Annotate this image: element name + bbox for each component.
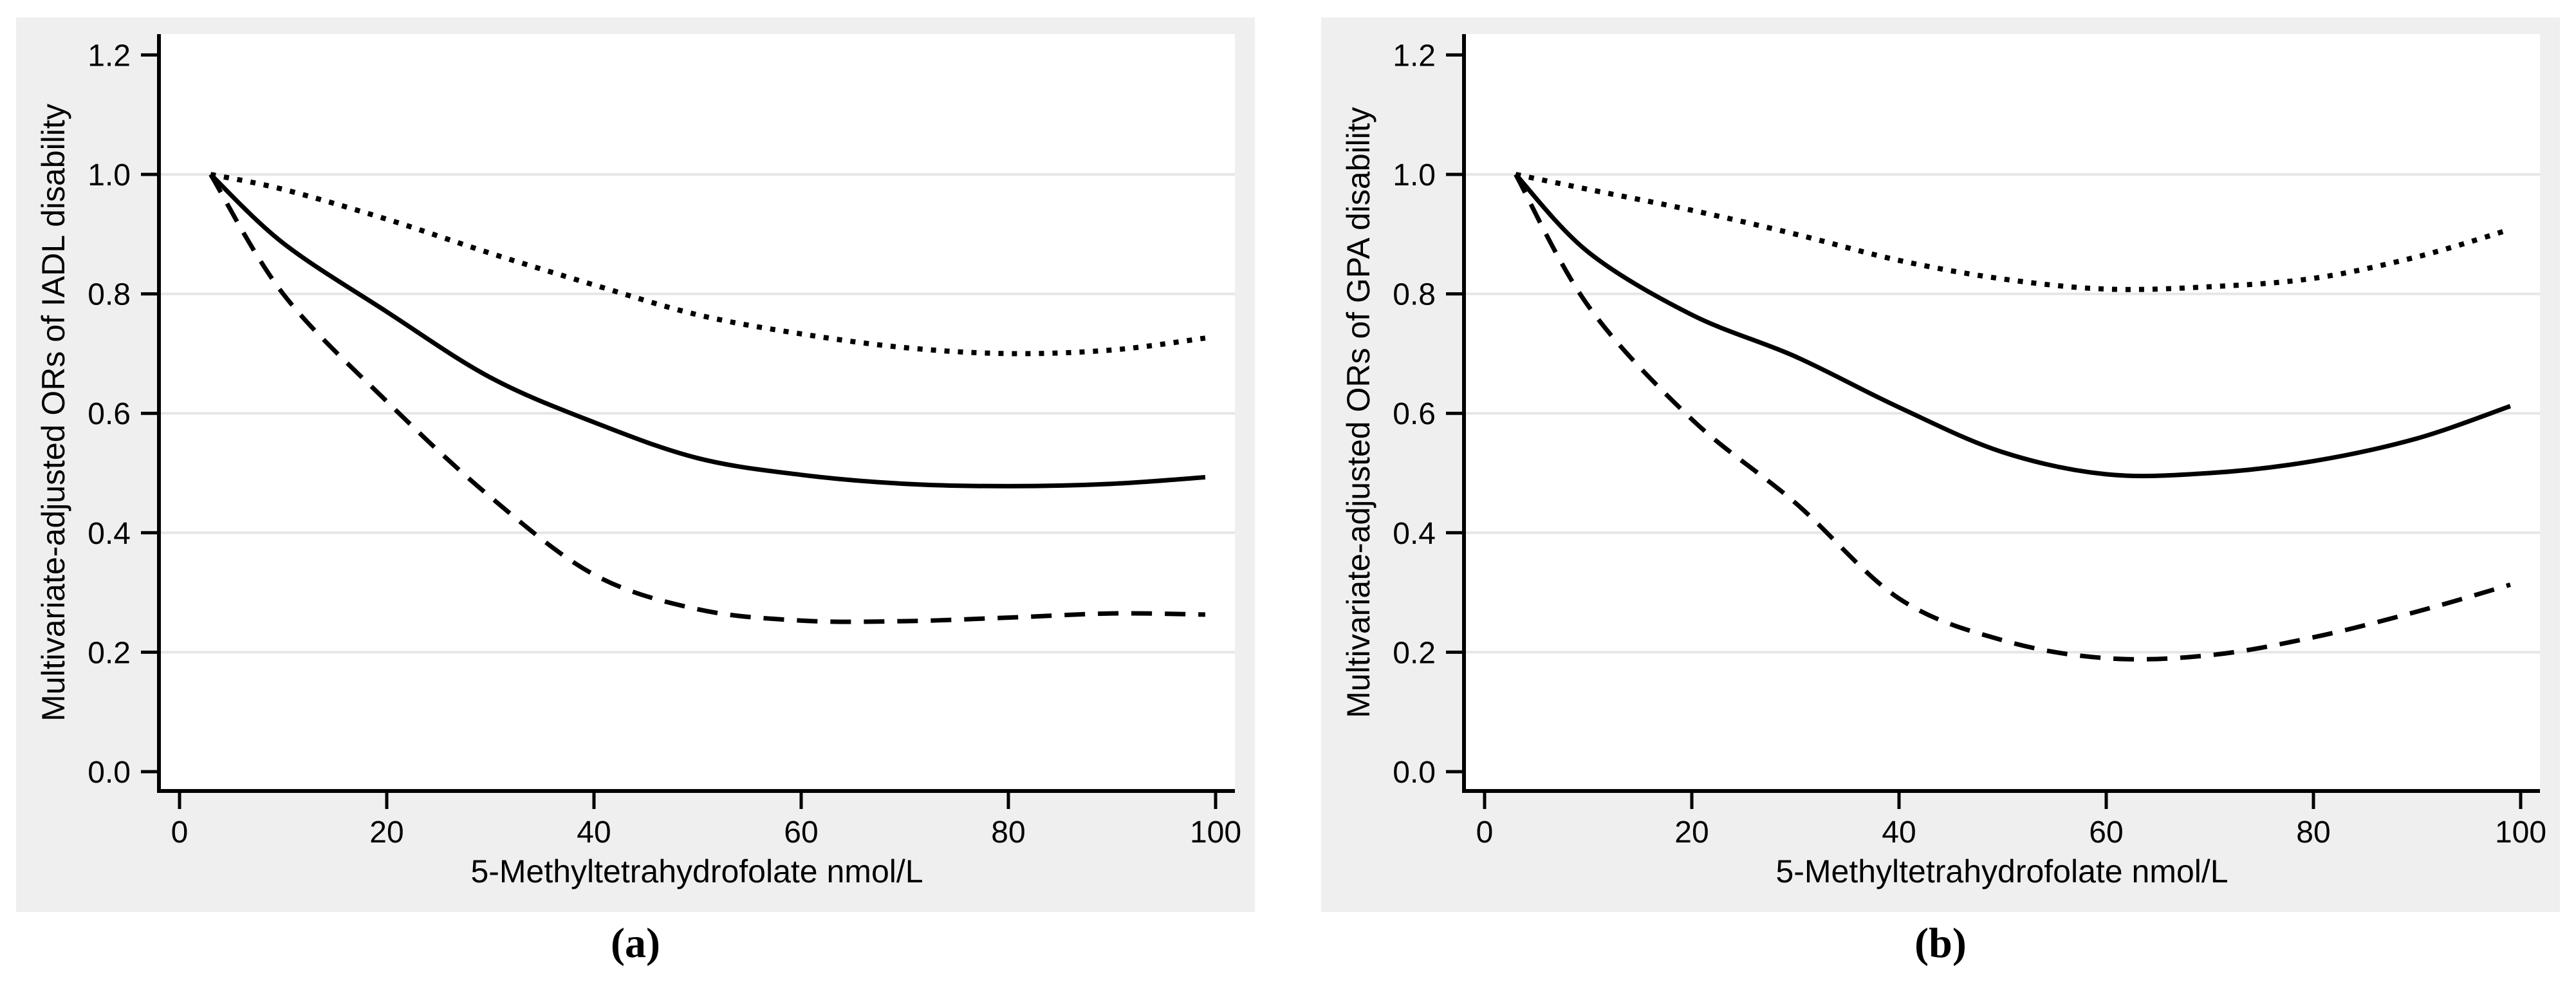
y-axis-title-a: Multivariate-adjusted ORs of IADL disabi… [35,104,71,721]
y-tick-label: 0.2 [88,636,131,670]
x-tick-label: 20 [369,815,403,850]
chart-a-canvas: 0.0 0.2 0.4 0.6 0.8 1.0 1.2 0 20 40 60 80 100 [16,17,1255,912]
y-tick-label: 0.2 [1393,636,1436,670]
x-tick-label: 80 [991,815,1025,850]
y-tick-label: 0.0 [88,756,131,790]
x-tick-label: 60 [784,815,818,850]
y-tick-label: 1.2 [1393,39,1436,73]
x-axis-title-b: 5-Methyltetrahydrofolate nmol/L [1775,853,2229,889]
curve-dashed [1514,173,2511,662]
y-tick-label: 1.0 [88,158,131,192]
x-tick-label: 0 [171,815,189,850]
y-tick-label: 1.2 [88,39,131,73]
x-tick-label: 100 [1190,815,1241,850]
y-tick-label: 0.4 [1393,517,1436,551]
y-tick-label: 1.0 [1393,158,1436,192]
curve-dotted [210,172,1206,357]
y-tick-label: 0.6 [1393,397,1436,431]
curve-solid [1514,172,2512,479]
y-tick-label: 0.8 [88,278,131,312]
panel-a: 0.0 0.2 0.4 0.6 0.8 1.0 1.2 0 20 40 60 80 100 Multiv… [16,17,1255,912]
y-axis-title-b: Multivariate-adjusted ORs of GPA disabil… [1340,107,1376,718]
chart-b-canvas: 0.0 0.2 0.4 0.6 0.8 1.0 1.2 0 20 40 60 80 100 [1321,17,2560,912]
curve-solid [208,172,1206,488]
x-tick-label: 80 [2296,815,2330,850]
x-tick-label: 100 [2495,815,2546,850]
x-tick-label: 40 [1882,815,1916,850]
caption-a: (a) [611,920,660,967]
x-tick-label: 20 [1674,815,1709,850]
x-tick-label: 40 [577,815,611,850]
x-tick-label: 0 [1476,815,1494,850]
y-tick-label: 0.6 [88,397,131,431]
x-axis-title-a: 5-Methyltetrahydrofolate nmol/L [470,853,923,889]
x-tick-label: 60 [2089,815,2123,850]
y-tick-label: 0.4 [88,517,131,551]
caption-b: (b) [1914,920,1967,967]
curve-dashed [208,173,1205,624]
y-tick-label: 0.8 [1393,278,1436,312]
y-tick-label: 0.0 [1393,756,1436,790]
panel-b: 0.0 0.2 0.4 0.6 0.8 1.0 1.2 0 20 40 60 80 100 Multiv… [1321,17,2560,912]
